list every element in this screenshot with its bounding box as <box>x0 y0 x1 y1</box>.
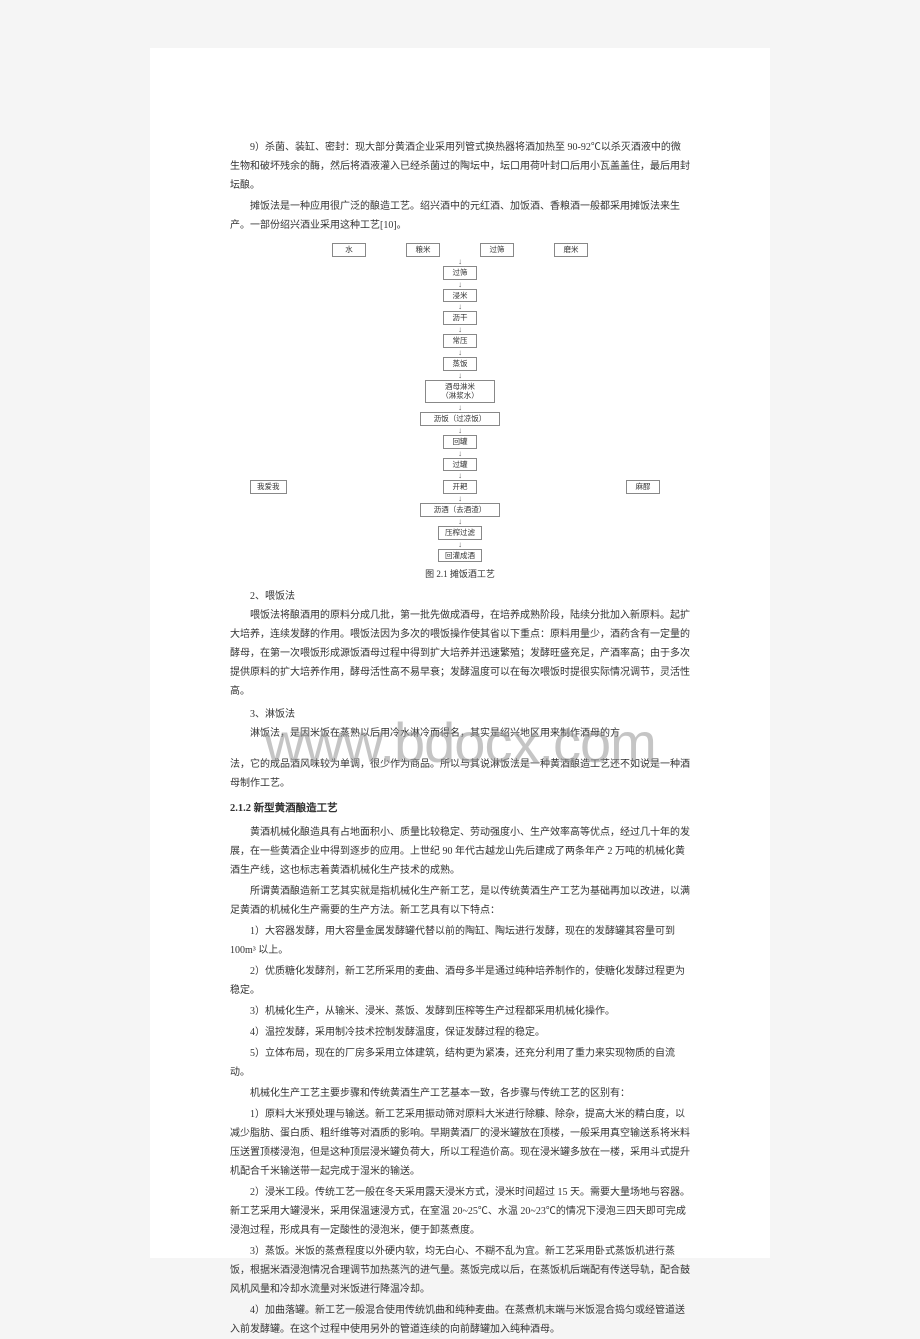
paragraph-weifan: 喂饭法将酿酒用的原料分成几批，第一批先做成酒母，在培养成熟阶段，陆续分批加入新原… <box>230 606 690 701</box>
flow-arrow: ↓ <box>320 303 600 311</box>
paragraph-linfan-2: 法，它的成品酒风味较为单调，很少作为商品。所以与其说淋饭法是一种黄酒酿造工艺还不… <box>230 755 690 793</box>
flow-node-return-tank: 回罐 <box>443 435 477 449</box>
section-title-2-1-2: 2.1.2 新型黄酒酿造工艺 <box>230 799 690 819</box>
flow-node-steam: 蒸饭 <box>443 357 477 371</box>
document-page: 9）杀菌、装缸、密封：现大部分黄酒企业采用列管式换热器将酒加热至 90-92℃以… <box>150 48 770 1258</box>
paragraph-step-1: 1）原料大米预处理与输送。新工艺采用振动筛对原料大米进行除糠、除杂，提高大米的精… <box>230 1105 690 1181</box>
flow-arrow: ↓ <box>320 518 600 526</box>
flow-node-sieve1: 过筛 <box>480 243 514 257</box>
flow-arrow: ↓ <box>320 541 600 549</box>
paragraph-new-process-def: 所谓黄酒酿造新工艺其实就是指机械化生产新工艺，是以传统黄酒生产工艺为基础再加以改… <box>230 882 690 920</box>
paragraph-mechanized-intro: 黄酒机械化酿造具有占地面积小、质量比较稳定、劳动强度小、生产效率高等优点，经过几… <box>230 823 690 880</box>
paragraph-feature-5: 5）立体布局，现在的厂房多采用立体建筑，结构更为紧凑，还充分利用了重力来实现物质… <box>230 1044 690 1082</box>
flow-node-filter-wine: 沥酒（去酒渣） <box>420 503 500 517</box>
flowchart-tanfan-process: 水 粮米 过筛 磨米 ↓ 过筛 ↓ 浸米 ↓ 沥干 ↓ 常压 ↓ 蒸饭 ↓ 酒母… <box>320 243 600 583</box>
flow-node-rake: 开耙 <box>443 480 477 494</box>
flow-node-press-filter: 压榨过滤 <box>438 526 482 540</box>
flow-node-left-side: 我爱我 <box>250 480 287 494</box>
flow-node-drain-rice: 沥饭（过凉饭） <box>420 412 500 426</box>
flow-node-normal-pressure: 常压 <box>443 334 477 348</box>
subsection-3-label: 3、淋饭法 <box>230 705 690 724</box>
flow-arrow: ↓ <box>320 326 600 334</box>
flow-node-rice: 粮米 <box>406 243 440 257</box>
flow-node-yeast-rinse: 酒母淋米 （淋浆水） <box>425 380 495 404</box>
flow-node-sieve2: 过筛 <box>443 266 477 280</box>
flow-arrow: ↓ <box>320 281 600 289</box>
flow-arrow: ↓ <box>320 450 600 458</box>
flow-node-water: 水 <box>332 243 366 257</box>
flow-arrow: ↓ <box>320 258 600 266</box>
paragraph-9-sterilize: 9）杀菌、装缸、密封：现大部分黄酒企业采用列管式换热器将酒加热至 90-92℃以… <box>230 138 690 195</box>
paragraph-feature-4: 4）温控发酵，采用制冷技术控制发酵温度，保证发酵过程的稳定。 <box>230 1023 690 1042</box>
paragraph-feature-1: 1）大容器发酵，用大容量金属发酵罐代替以前的陶缸、陶坛进行发酵，现在的发酵罐其容… <box>230 922 690 960</box>
flow-node-grind: 磨米 <box>554 243 588 257</box>
flow-arrow: ↓ <box>320 349 600 357</box>
flow-node-right-side: 麻醪 <box>626 480 660 494</box>
paragraph-linfan-1: 淋饭法，是因米饭在蒸熟以后用冷水淋冷而得名，其实是绍兴地区用来制作酒母的方 <box>230 724 690 743</box>
paragraph-step-3: 3）蒸饭。米饭的蒸煮程度以外硬内软，均无白心、不糊不乱为宜。新工艺采用卧式蒸饭机… <box>230 1242 690 1299</box>
flow-arrow: ↓ <box>320 472 600 480</box>
paragraph-steps-intro: 机械化生产工艺主要步骤和传统黄酒生产工艺基本一致，各步骤与传统工艺的区别有： <box>230 1084 690 1103</box>
flow-node-return-fill: 回灌成酒 <box>438 549 482 563</box>
flow-arrow: ↓ <box>320 495 600 503</box>
flow-arrow: ↓ <box>320 372 600 380</box>
flowchart-caption: 图 2.1 摊饭酒工艺 <box>320 566 600 583</box>
paragraph-step-2: 2）浸米工段。传统工艺一般在冬天采用露天浸米方式，浸米时间超过 15 天。需要大… <box>230 1183 690 1240</box>
paragraph-step-4: 4）加曲落罐。新工艺一般混合使用传统饥曲和纯种麦曲。在蒸煮机末端与米饭混合捣匀或… <box>230 1301 690 1339</box>
flow-node-pass-tank: 过罐 <box>443 458 477 472</box>
flow-arrow: ↓ <box>320 404 600 412</box>
subsection-2-label: 2、喂饭法 <box>230 587 690 606</box>
flow-arrow: ↓ <box>320 427 600 435</box>
flow-node-drain: 沥干 <box>443 311 477 325</box>
flow-node-soak: 浸米 <box>443 289 477 303</box>
paragraph-feature-3: 3）机械化生产，从输米、浸米、蒸饭、发酵到压榨等生产过程都采用机械化操作。 <box>230 1002 690 1021</box>
paragraph-tanfan-intro: 摊饭法是一种应用很广泛的酿造工艺。绍兴酒中的元红酒、加饭酒、香粮酒一般都采用摊饭… <box>230 197 690 235</box>
paragraph-feature-2: 2）优质糖化发酵剂，新工艺所采用的麦曲、酒母多半是通过纯种培养制作的，使糖化发酵… <box>230 962 690 1000</box>
